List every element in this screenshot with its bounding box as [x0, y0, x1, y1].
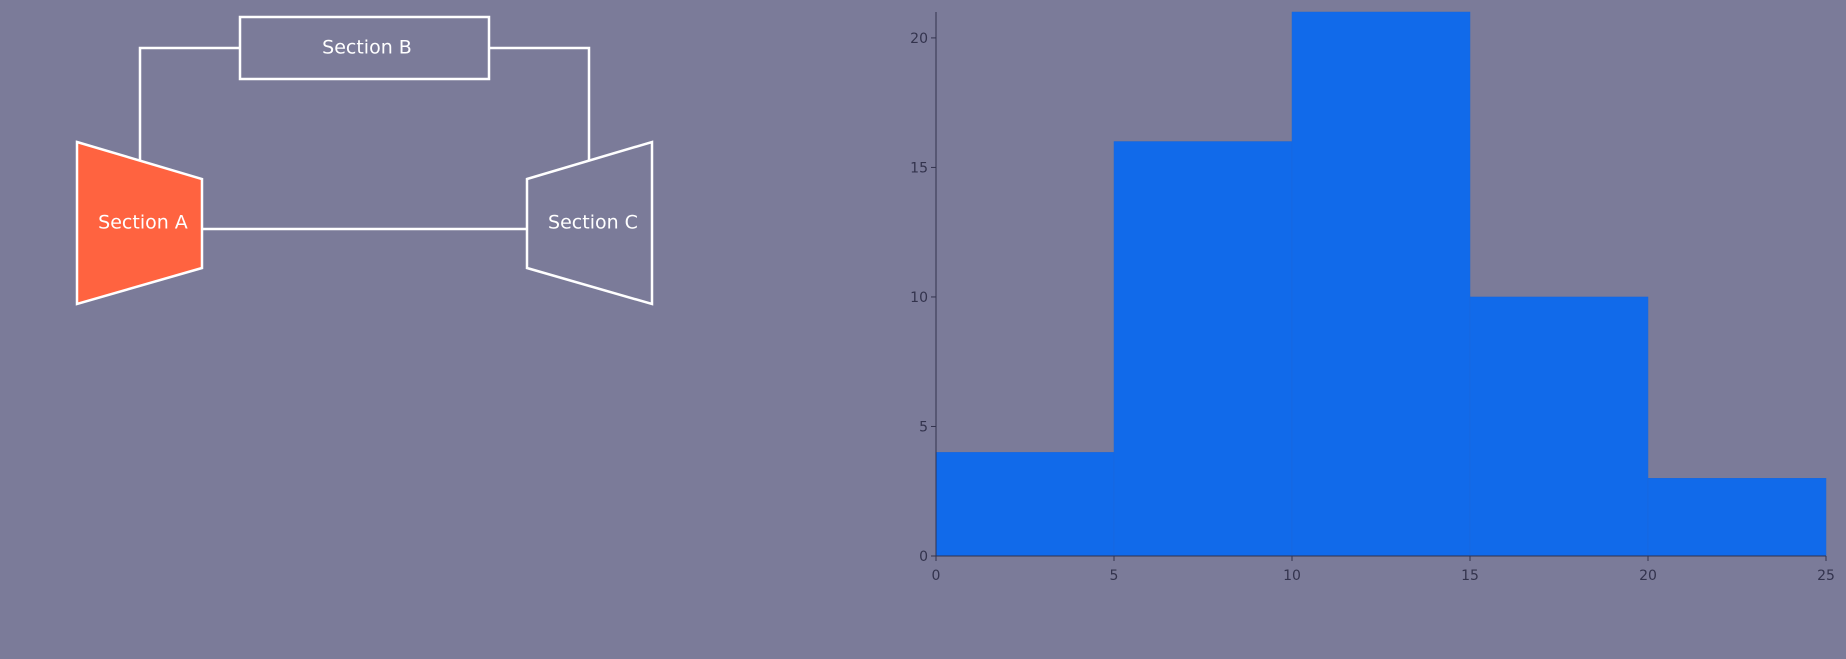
y-tick-label-1: 5 — [919, 419, 928, 435]
section-c-label: Section C — [548, 212, 638, 234]
histogram-bars — [935, 11, 1827, 557]
x-tick-label-0: 0 — [932, 568, 941, 584]
section-a-label: Section A — [98, 212, 188, 234]
x-tick-label-4: 20 — [1639, 568, 1657, 584]
histogram-bar-0 — [935, 452, 1115, 557]
x-tick-label-1: 5 — [1110, 568, 1119, 584]
histogram-bar-2 — [1291, 11, 1471, 557]
histogram-bar-3 — [1469, 296, 1649, 557]
connector-b-c — [489, 46, 591, 160]
node-section-c[interactable]: Section C — [525, 140, 654, 306]
x-tick-label-3: 15 — [1461, 568, 1479, 584]
y-tick-label-0: 0 — [919, 549, 928, 565]
section-b-label: Section B — [322, 37, 412, 59]
y-tick-label-2: 10 — [910, 290, 928, 306]
connector-a-b — [138, 46, 240, 160]
node-section-a[interactable]: Section A — [75, 140, 204, 306]
node-section-b[interactable]: Section B — [238, 15, 491, 81]
section-a-shape — [75, 140, 204, 306]
flow-diagram: Section B Section A Section C — [75, 15, 654, 306]
section-b-box — [238, 15, 491, 81]
y-tick-label-3: 15 — [910, 160, 928, 176]
section-c-shape — [525, 140, 654, 306]
x-tick-label-2: 10 — [1283, 568, 1301, 584]
x-tick-label-5: 25 — [1817, 568, 1835, 584]
chart-axes: 0 5 10 15 20 25 0 5 10 15 20 — [910, 12, 1835, 584]
y-tick-label-4: 20 — [910, 31, 928, 47]
histogram-bar-4 — [1647, 478, 1827, 557]
histogram-bar-1 — [1113, 141, 1293, 557]
